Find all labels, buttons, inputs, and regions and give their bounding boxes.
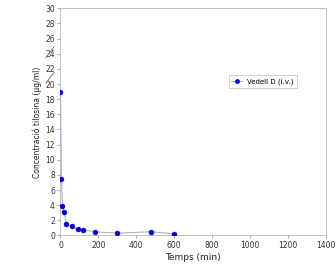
X-axis label: Temps (min): Temps (min) [165,253,221,262]
Y-axis label: Concentració tilosina (µg/ml): Concentració tilosina (µg/ml) [33,66,42,178]
Legend: Vedell D (i.v.): Vedell D (i.v.) [228,75,297,88]
